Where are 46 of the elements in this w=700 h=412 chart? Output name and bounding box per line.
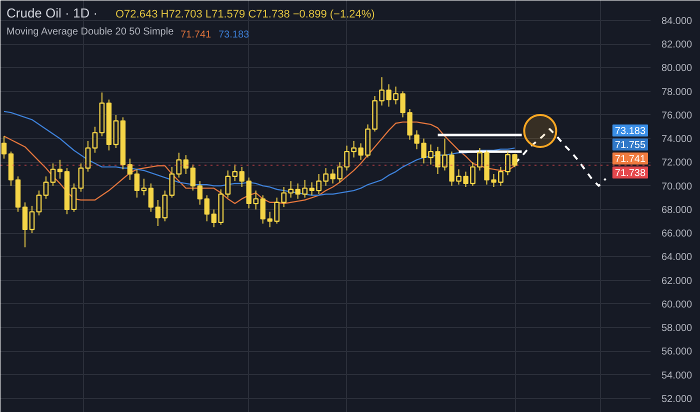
y-tick-label: 60.000 — [662, 299, 693, 310]
candlestick — [71, 182, 77, 212]
chart-title: Crude Oil · 1D · — [6, 6, 98, 20]
candlestick — [22, 202, 28, 248]
candlestick — [197, 180, 203, 206]
y-tick-label: 72.000 — [662, 158, 693, 169]
candlestick — [1, 136, 7, 160]
candlestick — [239, 166, 244, 188]
annotation: Moving Average Double 20 50 Simple — [6, 26, 174, 38]
ref-line-label: 71.738 — [614, 168, 646, 179]
candlestick — [78, 162, 84, 192]
y-tick-label: 80.000 — [662, 63, 693, 74]
annotation: 71.741 — [180, 30, 212, 40]
y-tick-label: 58.000 — [662, 323, 693, 334]
y-tick-label: 64.000 — [662, 252, 693, 264]
candlestick — [127, 158, 133, 180]
y-tick-label: 78.000 — [662, 86, 693, 98]
candlestick — [190, 164, 196, 192]
annotation: 73.183 — [218, 30, 250, 40]
candlestick — [29, 205, 35, 234]
y-tick-label: 82.000 — [662, 40, 693, 51]
y-tick-label: 62.000 — [662, 276, 693, 287]
candlestick — [414, 130, 420, 150]
candlestick — [92, 126, 98, 154]
candlestick — [57, 159, 63, 180]
candlestick — [204, 194, 210, 222]
y-tick-label: 70.000 — [662, 181, 693, 192]
candlestick — [36, 190, 42, 216]
annotation: 71.755 — [614, 140, 646, 151]
candlestick — [43, 176, 49, 200]
y-tick-label: 52.000 — [662, 394, 693, 405]
candlestick — [260, 194, 266, 224]
text: O72.643 H72.703 L71.579 C71.738 −0.899 (−1.24%) — [116, 8, 375, 20]
y-tick-label: 54.000 — [662, 370, 693, 382]
y-tick-label: 68.000 — [662, 204, 693, 216]
y-tick-label: 74.000 — [662, 134, 693, 146]
y-tick-label: 84.000 — [662, 16, 693, 27]
candlestick — [183, 154, 189, 175]
y-tick-label: 76.000 — [662, 110, 693, 122]
y-tick-label: 56.000 — [662, 346, 693, 358]
candlestick — [50, 162, 56, 186]
candlestick — [85, 140, 91, 172]
candlestick — [148, 182, 154, 212]
y-tick-label: 66.000 — [662, 228, 693, 240]
annotation: 73.183 — [614, 126, 646, 137]
annotation: 71.741 — [614, 154, 646, 165]
